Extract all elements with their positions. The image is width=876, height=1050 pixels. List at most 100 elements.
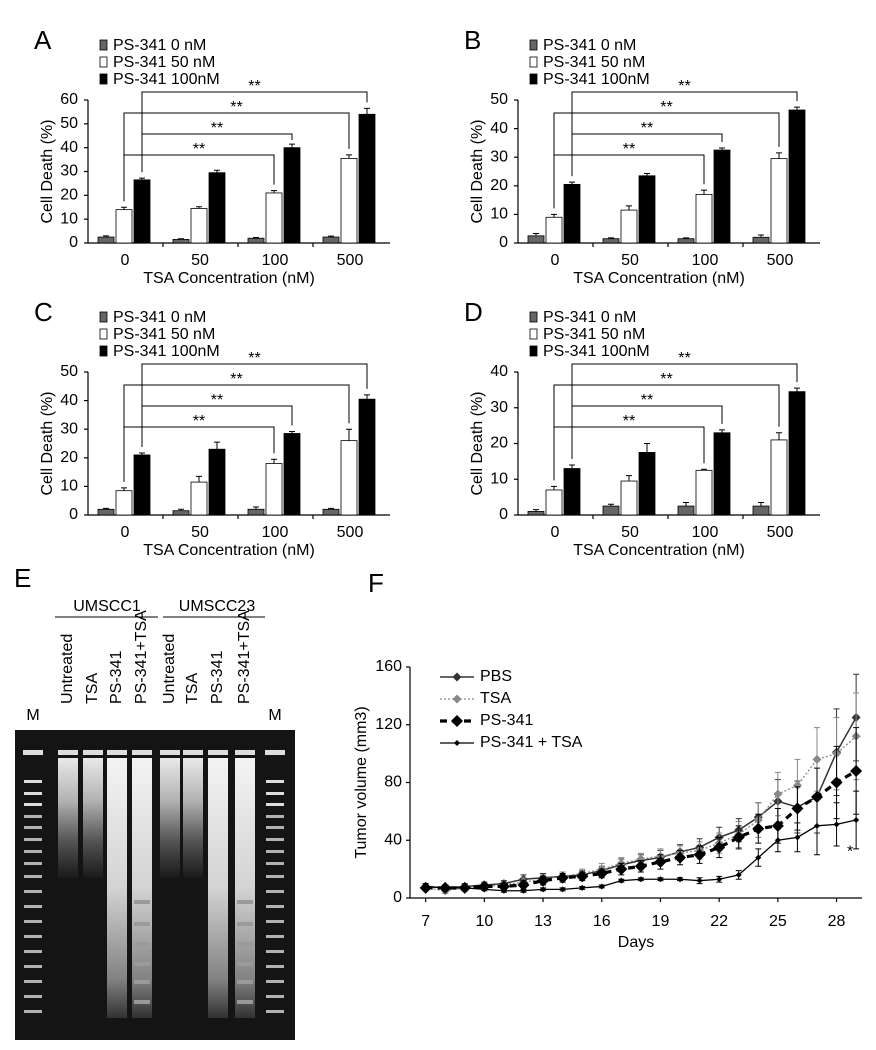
y-tick-label: 0 xyxy=(499,506,508,523)
bar xyxy=(620,480,638,516)
data-point xyxy=(559,886,566,893)
data-point xyxy=(693,848,706,861)
data-point xyxy=(654,855,667,868)
ladder-band xyxy=(266,780,284,783)
ladder-fragment xyxy=(237,1000,253,1004)
data-point xyxy=(677,876,684,883)
error-bar xyxy=(271,458,277,464)
data-point xyxy=(732,831,745,844)
ladder-band xyxy=(266,875,284,878)
panel-label: A xyxy=(34,25,52,55)
bar xyxy=(638,452,656,516)
significance-label: ** xyxy=(230,99,242,116)
ladder-band xyxy=(266,850,284,853)
error-bar xyxy=(346,154,352,159)
legend-swatch xyxy=(529,328,538,340)
data-point xyxy=(481,886,488,893)
x-tick-label: 0 xyxy=(551,524,560,541)
data-point xyxy=(634,860,647,873)
ladder-band xyxy=(24,850,42,853)
gel-well xyxy=(208,750,228,755)
lane-label: PS-341+TSA xyxy=(133,610,150,704)
error-bar xyxy=(121,487,127,491)
lane-label: PS-341 xyxy=(209,651,226,704)
lane-label: Untreated xyxy=(161,634,178,704)
bar xyxy=(358,398,376,516)
x-axis-title: TSA Concentration (nM) xyxy=(143,542,315,559)
series-line xyxy=(425,735,857,892)
ladder-fragment xyxy=(237,922,253,926)
error-bar xyxy=(758,234,764,238)
dna-smear xyxy=(208,758,228,1018)
data-point xyxy=(598,883,605,890)
y-axis-title: Tumor volume (mm3) xyxy=(353,706,370,858)
data-point xyxy=(794,834,801,841)
data-point xyxy=(696,877,703,884)
error-bar xyxy=(103,235,109,238)
y-tick-label: 120 xyxy=(375,716,402,733)
ladder-band xyxy=(24,905,42,908)
significance-label: * xyxy=(847,843,853,860)
gel-well xyxy=(107,750,127,755)
x-tick-label: 10 xyxy=(475,913,493,930)
x-tick-label: 50 xyxy=(621,524,639,541)
y-tick-label: 50 xyxy=(60,115,78,132)
significance-label: ** xyxy=(660,371,672,388)
error-bar xyxy=(214,441,220,450)
x-tick-label: 0 xyxy=(121,252,130,269)
ladder-band xyxy=(24,780,42,783)
y-tick-label: 20 xyxy=(60,449,78,466)
legend-swatch xyxy=(529,56,538,68)
significance-bracket xyxy=(553,384,780,481)
ladder-fragment xyxy=(237,942,253,946)
legend-swatch xyxy=(99,56,108,68)
y-tick-label: 30 xyxy=(60,420,78,437)
legend-marker xyxy=(452,672,462,682)
error-bar xyxy=(569,464,575,469)
y-tick-label: 40 xyxy=(60,139,78,156)
bar xyxy=(545,216,563,244)
panel-label: D xyxy=(464,297,483,327)
bar xyxy=(620,209,638,244)
bar xyxy=(563,183,581,244)
data-point xyxy=(579,884,586,891)
error-bar xyxy=(289,430,295,434)
data-point xyxy=(556,871,569,884)
y-tick-label: 80 xyxy=(384,774,402,791)
bar xyxy=(247,508,265,516)
y-tick-label: 30 xyxy=(60,163,78,180)
legend-swatch xyxy=(99,328,108,340)
x-tick-label: 500 xyxy=(767,524,794,541)
y-tick-label: 0 xyxy=(499,234,508,251)
ladder-fragment xyxy=(134,922,150,926)
error-bar xyxy=(196,206,202,209)
data-point xyxy=(442,884,449,891)
y-tick-label: 10 xyxy=(490,470,508,487)
legend-swatch xyxy=(529,73,538,85)
ladder-band xyxy=(24,875,42,878)
bar xyxy=(172,510,190,516)
x-tick-label: 22 xyxy=(710,913,728,930)
error-bar xyxy=(139,177,145,180)
y-axis-title: Cell Death (%) xyxy=(469,119,486,223)
legend-label: PS-341 50 nM xyxy=(113,326,215,343)
error-bar xyxy=(701,189,707,195)
legend-marker xyxy=(452,694,462,704)
bar xyxy=(677,505,695,516)
data-point xyxy=(520,887,527,894)
ladder-band xyxy=(266,838,284,841)
error-bar xyxy=(214,169,220,173)
significance-label: ** xyxy=(230,371,242,388)
data-point xyxy=(636,854,646,864)
bar xyxy=(340,440,358,516)
error-bar xyxy=(289,143,295,148)
ladder-band xyxy=(266,980,284,983)
bar xyxy=(695,469,713,516)
y-tick-label: 0 xyxy=(393,889,402,906)
dna-smear xyxy=(83,758,103,878)
gel-well xyxy=(265,750,285,755)
ladder-fragment xyxy=(134,900,150,904)
panel-label: F xyxy=(368,568,384,598)
legend-marker xyxy=(451,715,463,727)
data-point xyxy=(792,780,802,790)
